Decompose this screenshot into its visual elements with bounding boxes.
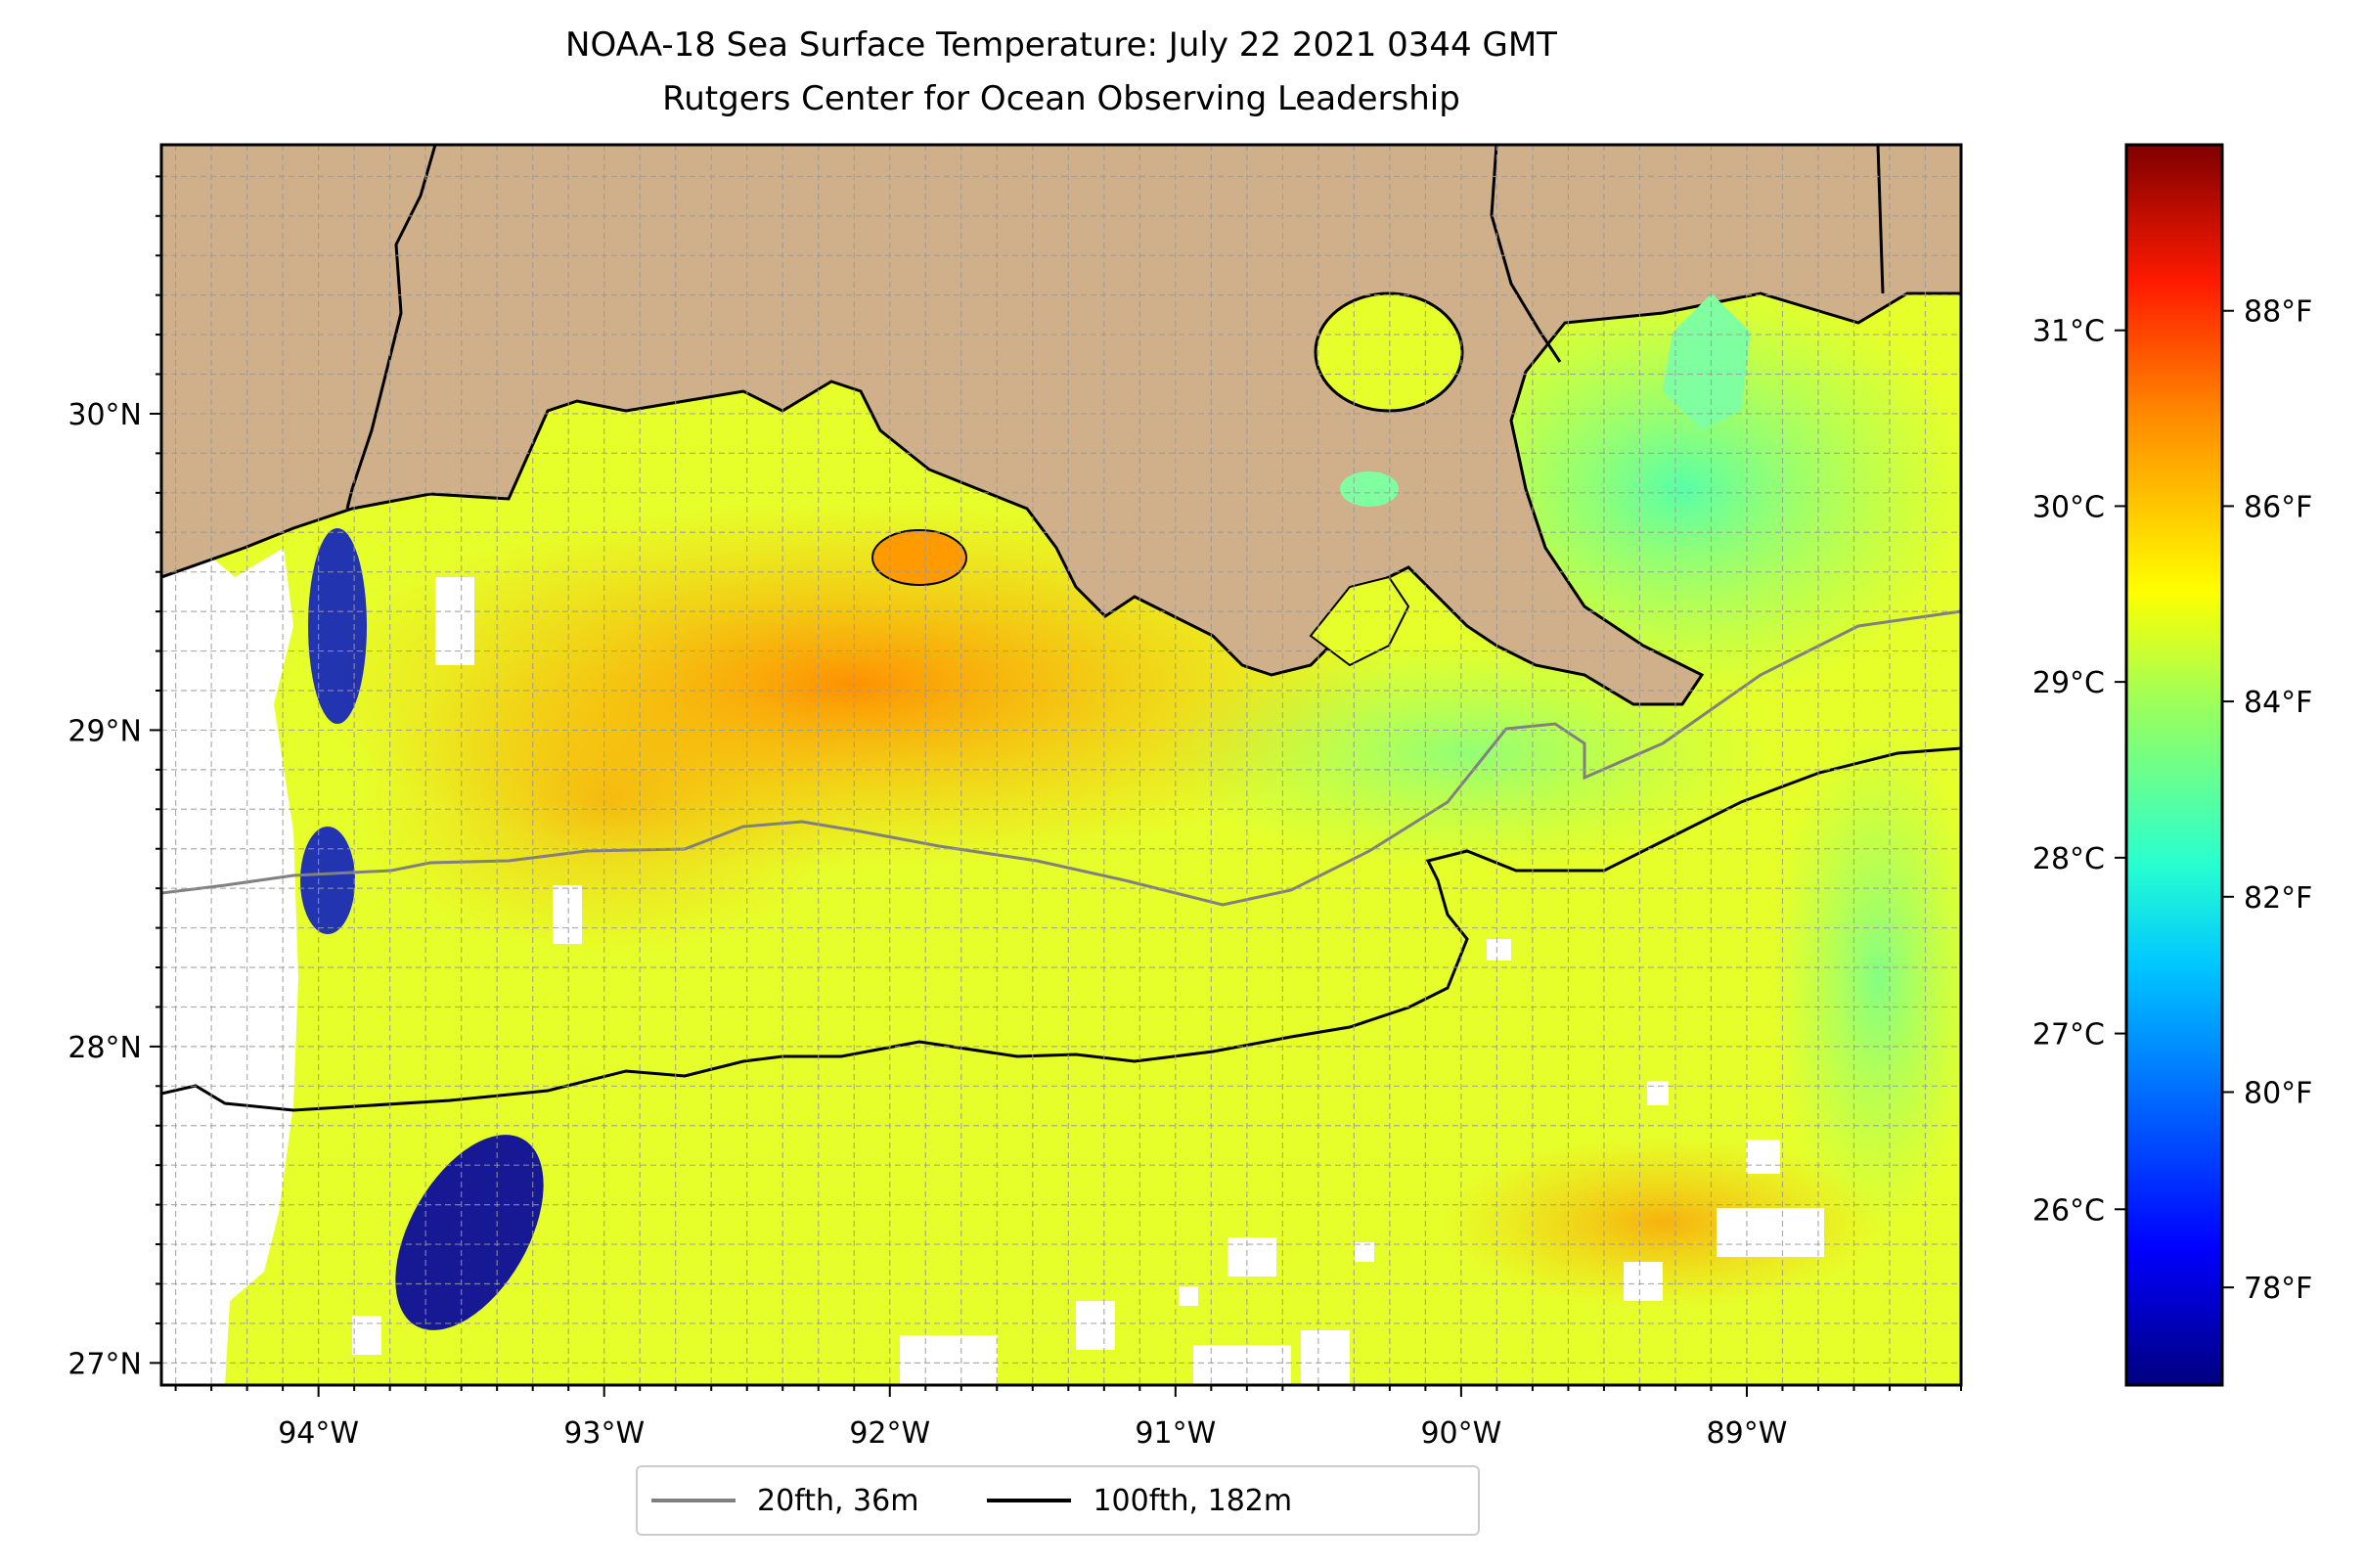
colorbar-c-label: 26°C <box>2032 1193 2105 1228</box>
state-border <box>1876 145 1885 294</box>
isobath-100fth <box>161 746 1961 1112</box>
colorbar-f-label: 80°F <box>2244 1076 2312 1110</box>
lat-tick-label: 29°N <box>67 714 142 748</box>
state-border <box>345 145 437 510</box>
map-frame <box>159 143 1963 1387</box>
lat-tick-label: 28°N <box>67 1031 142 1065</box>
lat-tick-label: 30°N <box>67 398 142 432</box>
lon-tick-label: 89°W <box>1707 1416 1788 1451</box>
colorbar-f-label: 82°F <box>2244 881 2312 916</box>
state-border <box>1490 145 1562 363</box>
legend: 20fth, 36m 100fth, 182m <box>636 1465 1480 1536</box>
legend-item-20fth: 20fth, 36m <box>638 1484 918 1518</box>
lake <box>1340 471 1399 507</box>
legend-line-black <box>987 1499 1072 1502</box>
figure-title: NOAA-18 Sea Surface Temperature: July 22… <box>565 25 1557 65</box>
isobath-20fth <box>161 609 1961 907</box>
map-area <box>161 145 1961 1385</box>
colorbar-f-label: 86°F <box>2244 490 2312 524</box>
colorbar-c-label: 27°C <box>2032 1018 2105 1053</box>
colorbar <box>2124 143 2224 1387</box>
colorbar-c-label: 30°C <box>2032 490 2105 524</box>
lake <box>871 529 967 586</box>
lon-tick-label: 94°W <box>278 1416 359 1451</box>
figure-subtitle: Rutgers Center for Ocean Observing Leade… <box>662 79 1460 118</box>
legend-label: 100fth, 182m <box>1093 1483 1293 1518</box>
lon-tick-label: 91°W <box>1135 1416 1216 1451</box>
cold-water-patch <box>395 1135 544 1330</box>
warm-water-region <box>1438 1135 1888 1311</box>
lon-tick-label: 90°W <box>1420 1416 1501 1451</box>
legend-item-100fth: 100fth, 182m <box>973 1484 1292 1518</box>
lon-tick-label: 93°W <box>563 1416 645 1451</box>
colorbar-c-label: 29°C <box>2032 666 2105 700</box>
warm-water-region <box>352 646 861 959</box>
cold-water-patch <box>300 827 355 934</box>
lake <box>1314 291 1464 413</box>
gridlines <box>161 145 1961 1385</box>
lon-tick-label: 92°W <box>849 1416 930 1451</box>
legend-label: 20fth, 36m <box>757 1483 919 1518</box>
colorbar-c-label: 28°C <box>2032 842 2105 876</box>
colorbar-ticks: 78°F 80°F 82°F 84°F 86°F 88°F 26°C 27°C 28°C 29°C… <box>2032 295 2313 1306</box>
cool-water-region <box>1770 724 1961 1232</box>
lat-tick-label: 27°N <box>67 1347 142 1381</box>
colorbar-c-label: 31°C <box>2032 315 2105 349</box>
legend-line-gray <box>651 1499 736 1502</box>
axis-ticks: 94°W 93°W 92°W 91°W 90°W 89°W 27°N 28°N 29°N 30°N <box>67 175 1962 1451</box>
lake <box>1663 293 1751 430</box>
cold-water-patch <box>308 528 367 724</box>
colorbar-f-label: 84°F <box>2244 686 2312 720</box>
colorbar-f-label: 88°F <box>2244 295 2312 330</box>
colorbar-f-label: 78°F <box>2244 1272 2312 1306</box>
bay <box>1309 575 1410 667</box>
no-data-areas <box>161 548 1824 1385</box>
